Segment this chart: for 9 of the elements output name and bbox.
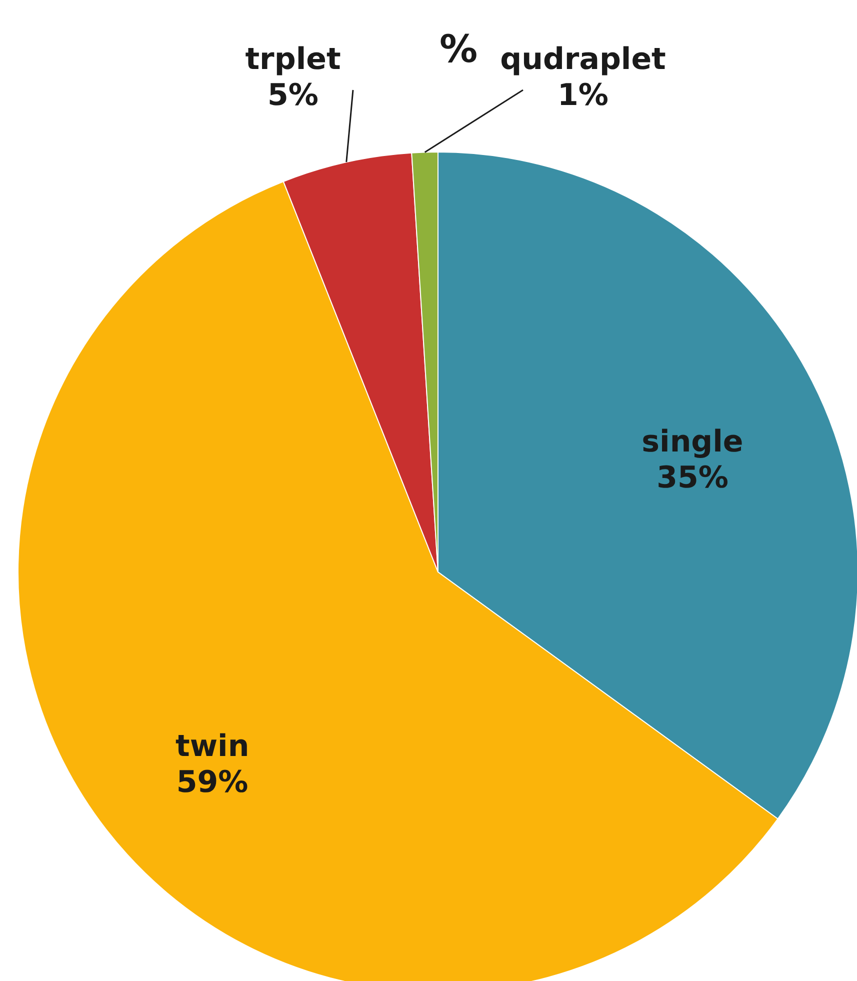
- chart-title: %: [439, 27, 478, 71]
- slice-label: trplet: [245, 42, 341, 77]
- data-label: 35%: [656, 460, 728, 496]
- slice-label: twin: [175, 729, 250, 764]
- data-label: 5%: [268, 78, 318, 113]
- slice-label: single: [642, 424, 744, 460]
- data-label: 1%: [558, 78, 608, 113]
- slice-label: qudraplet: [500, 42, 666, 77]
- data-label: 59%: [176, 765, 248, 800]
